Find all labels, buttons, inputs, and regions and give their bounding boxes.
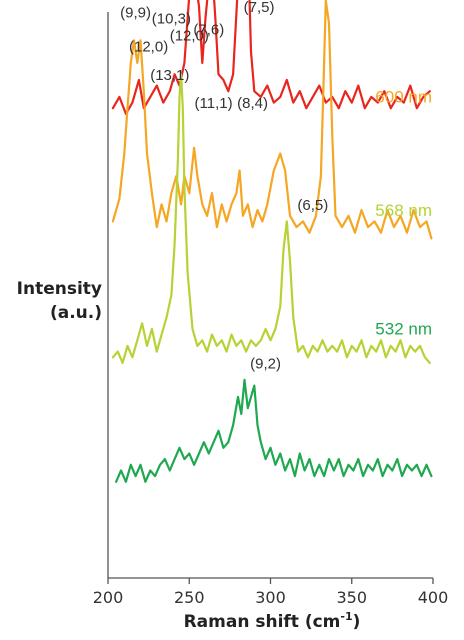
spectrum-line — [111, 0, 431, 116]
y-axis-title-line1: Intensity — [17, 279, 102, 299]
annotations: (10,3)(7,6)(7,5)(9,9)(12,0)(13,1)(11,1)(… — [120, 0, 328, 373]
peak-annotation: (12,0) — [129, 39, 168, 56]
peak-annotation: (13,1) — [150, 67, 189, 84]
peak-annotation: (7,5) — [244, 0, 275, 16]
series-group — [111, 0, 433, 483]
peak-annotation: (8,4) — [237, 95, 268, 112]
x-tick-label: 400 — [418, 588, 449, 607]
series-label: 568 nm — [375, 201, 432, 220]
peak-annotation: (9,2) — [250, 356, 281, 373]
x-tick-label: 200 — [93, 588, 124, 607]
spectrum-line — [111, 0, 433, 240]
x-tick-label: 350 — [336, 588, 367, 607]
y-axis-title-line2: (a.u.) — [50, 303, 102, 323]
spectrum-line — [111, 73, 431, 364]
peak-annotation: (11,1) — [195, 95, 233, 112]
spectrum-line — [114, 378, 433, 483]
peak-annotation: (9,9) — [120, 5, 151, 22]
peak-annotation: (6,5) — [297, 197, 328, 214]
peak-annotation: (12,0) — [170, 27, 209, 44]
x-axis-title: Raman shift (cm-1) — [184, 610, 361, 632]
x-ticks: 200 250 300 350 400 — [93, 578, 449, 607]
series-label: 600 nm — [375, 88, 432, 107]
x-tick-label: 300 — [255, 588, 286, 607]
peak-annotation: (10,3) — [152, 10, 191, 27]
series-label: 532 nm — [375, 320, 432, 339]
peak-annotation: (7,6) — [193, 22, 224, 39]
x-tick-label: 250 — [174, 588, 205, 607]
